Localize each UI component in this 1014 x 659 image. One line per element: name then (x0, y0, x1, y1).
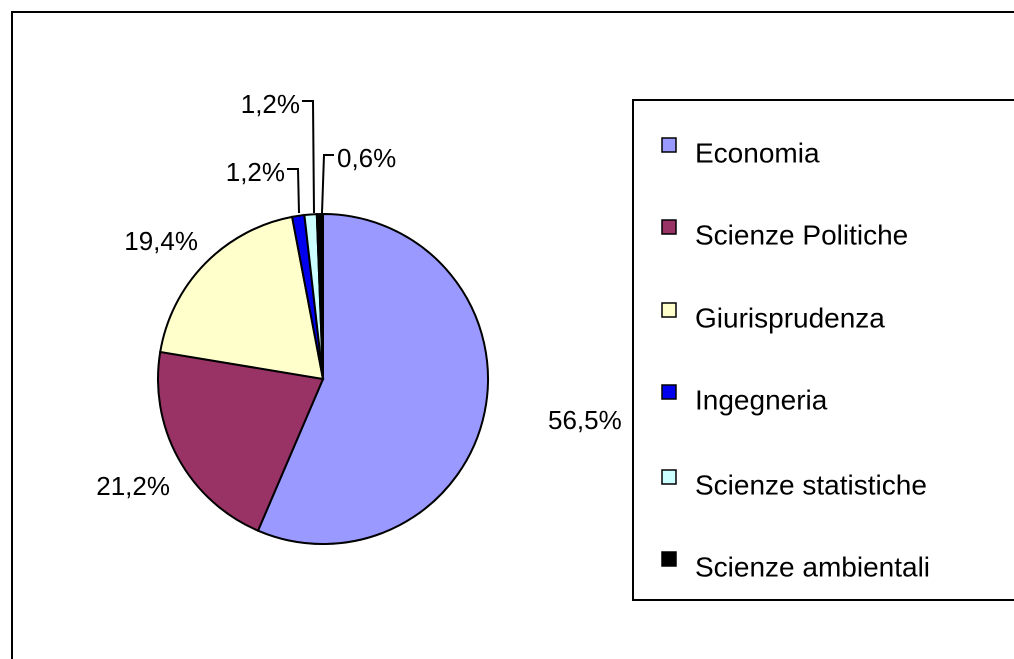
legend-label: Economia (695, 137, 820, 168)
leader-line (287, 168, 300, 214)
data-label: 56,5% (548, 405, 622, 435)
legend-swatch (661, 551, 677, 567)
legend-label: Scienze statistiche (695, 469, 927, 500)
legend-swatch (661, 469, 677, 485)
legend-swatch (661, 384, 677, 400)
chart-frame (11, 11, 1014, 659)
data-label: 19,4% (124, 226, 198, 256)
legend-label: Giurisprudenza (695, 302, 885, 333)
data-label: 0,6% (337, 143, 396, 173)
leader-line (321, 154, 334, 214)
legend-label: Scienze ambientali (695, 551, 930, 582)
legend-swatch (661, 137, 677, 153)
data-label: 1,2% (226, 157, 285, 187)
pie-slice (157, 350, 325, 532)
legend-box (632, 99, 1014, 601)
pie-slice (159, 215, 325, 381)
pie-slice (256, 212, 489, 545)
leader-line (302, 100, 315, 214)
pie-slice (315, 212, 324, 380)
legend-swatch (661, 302, 677, 318)
legend-label: Scienze Politiche (695, 219, 908, 250)
data-label: 1,2% (241, 89, 300, 119)
data-label: 21,2% (96, 471, 170, 501)
legend-label: Ingegneria (695, 384, 828, 415)
legend-swatch (661, 219, 677, 235)
